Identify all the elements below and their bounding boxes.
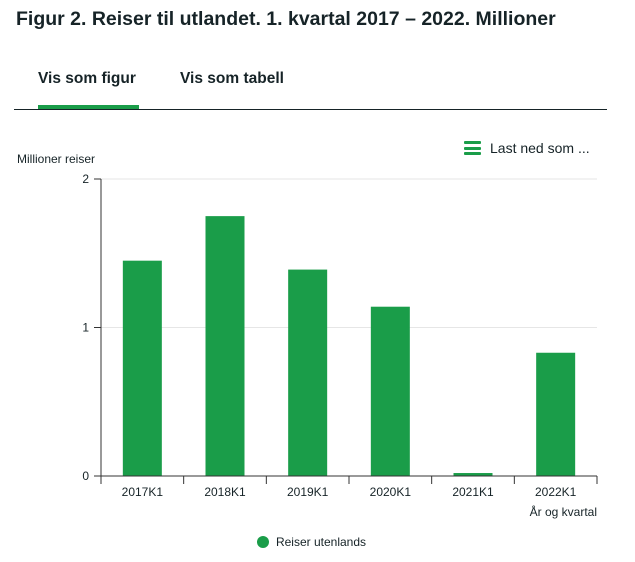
bar-2020K1[interactable] <box>370 306 410 476</box>
y-axis-title: Millioner reiser <box>17 152 95 166</box>
legend-item-reiser-utenlands[interactable]: Reiser utenlands <box>256 535 367 549</box>
x-tick-label: 2017K1 <box>122 485 164 499</box>
bar-2018K1[interactable] <box>205 216 245 476</box>
legend-marker <box>256 536 269 548</box>
x-tick-label: 2022K1 <box>535 485 577 499</box>
active-tab-indicator <box>38 105 139 110</box>
tab-show-as-figure[interactable]: Vis som figur <box>38 70 136 87</box>
legend-label: Reiser utenlands <box>275 535 367 549</box>
menu-icon <box>464 141 481 155</box>
download-menu-button[interactable]: Last ned som ... <box>464 138 590 158</box>
view-tabs: Vis som figur Vis som tabell <box>0 60 635 112</box>
y-tick-label: 2 <box>82 172 89 186</box>
y-tick-label: 0 <box>82 469 89 483</box>
tabs-divider <box>14 109 607 110</box>
bar-2019K1[interactable] <box>288 269 328 476</box>
bar-2021K1[interactable] <box>453 473 493 476</box>
tab-show-as-table[interactable]: Vis som tabell <box>180 70 284 87</box>
x-axis-title: År og kvartal <box>530 504 597 519</box>
x-tick-label: 2020K1 <box>370 485 412 499</box>
chart-legend: Reiser utenlands <box>0 535 635 549</box>
bar-2017K1[interactable] <box>122 260 162 476</box>
x-tick-label: 2019K1 <box>287 485 329 499</box>
x-tick-label: 2018K1 <box>204 485 246 499</box>
bar-2022K1[interactable] <box>536 352 576 476</box>
x-tick-label: 2021K1 <box>452 485 494 499</box>
y-tick-label: 1 <box>82 321 89 335</box>
download-label: Last ned som ... <box>490 140 590 156</box>
chart-title: Figur 2. Reiser til utlandet. 1. kvartal… <box>16 8 556 30</box>
